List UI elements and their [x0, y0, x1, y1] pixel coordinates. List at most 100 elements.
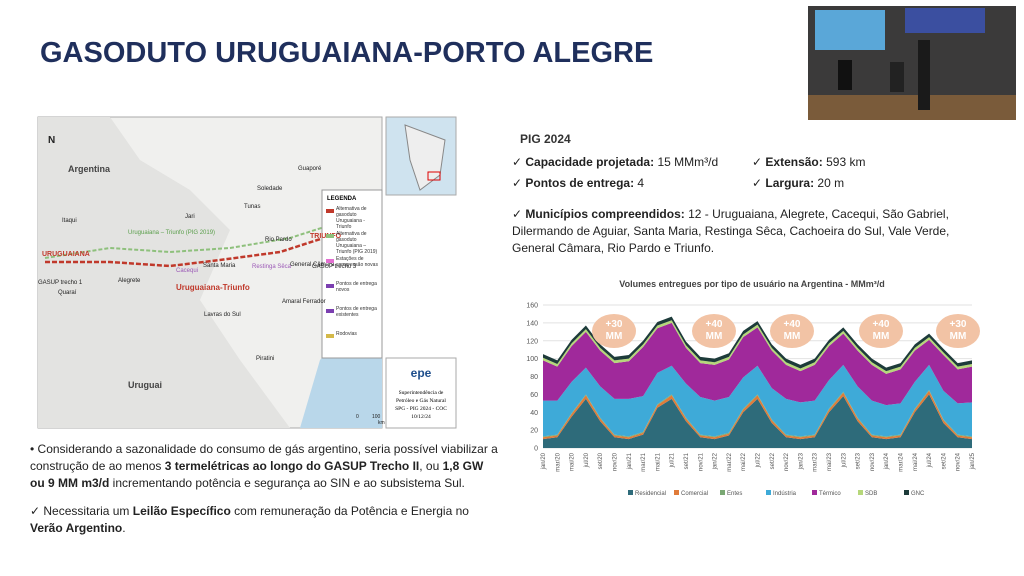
x-tick-label: jul/20 [584, 452, 590, 468]
map-label: Rio Pardo [265, 237, 292, 243]
text: com remuneração da Potência e Energia no [230, 504, 469, 518]
map-label: Santa Maria [203, 263, 236, 269]
text: . [122, 521, 126, 535]
legend-swatch [904, 490, 909, 495]
legend-item-box: Pontos de entrega novos [336, 281, 377, 293]
map-label: Jari [185, 214, 195, 220]
legend-label: GNC [911, 491, 925, 497]
x-tick-label: mar/24 [899, 452, 905, 471]
annotation: +40 MM [770, 314, 814, 348]
credit-line: 10/12/24 [411, 414, 431, 420]
text: 12 - Uruguaiana, Alegrete, Cacequi, São … [512, 207, 950, 255]
legend-item: Pontos de entrega novos [336, 281, 377, 293]
legend-item-box: Alternativa de gasoduto Uruguaiana – Tri… [336, 231, 377, 255]
y-tick-label: 140 [526, 320, 538, 327]
map-label: 0 [356, 414, 359, 420]
person [890, 62, 904, 92]
video-screen [905, 8, 985, 33]
bold-text: 1,8 GW ou 9 MM m3/d [30, 459, 484, 490]
legend-item: Rodovias [336, 331, 357, 337]
x-tick-label: jan/23 [798, 452, 804, 470]
map-label: N [48, 135, 55, 146]
person [918, 40, 930, 110]
annotation: +40 MM [859, 314, 903, 348]
legend-swatch [326, 284, 334, 288]
area [543, 364, 972, 437]
map-region [38, 117, 290, 428]
y-tick-label: 80 [530, 374, 538, 381]
area [543, 394, 972, 448]
map-label: Lavras do Sul [204, 312, 241, 318]
info-item: ✓ Capacidade projetada: 15 MMm³/d [512, 155, 719, 169]
y-tick-label: 160 [526, 303, 538, 310]
legend-label: Entes [727, 491, 742, 497]
x-tick-label: mar/22 [727, 452, 733, 471]
legend-label: Comercial [681, 491, 708, 497]
x-tick-label: mar/20 [555, 452, 561, 471]
logo: epe [411, 366, 432, 380]
bullet: • Considerando a sazonalidade do consumo… [30, 442, 498, 490]
legend-swatch [674, 490, 679, 495]
x-tick-label: mar/21 [641, 452, 647, 471]
map-label: Guaporé [298, 166, 322, 172]
text: 593 km [826, 155, 866, 169]
bold-text: Pontos de entrega: [525, 176, 635, 190]
text: incrementando potência e segurança ao SI… [109, 476, 465, 490]
locator-land [404, 124, 446, 191]
legend-item-box: Pontos de entrega existentes [336, 306, 377, 318]
map-label: Amaral Ferrador [282, 299, 326, 305]
x-tick-label: nov/22 [784, 452, 790, 471]
info-item: ✓ Pontos de entrega: 4 [512, 176, 645, 190]
legend-item: Alternativa de gasoduto Uruguaiana - Tri… [336, 206, 367, 230]
credits-box [385, 357, 457, 429]
x-tick-label: nov/23 [870, 452, 876, 471]
x-tick-label: mai/23 [827, 452, 833, 471]
map-label: Argentina [68, 164, 111, 174]
annotation: +30 MM [936, 314, 980, 348]
text: 20 m [817, 176, 845, 190]
area [543, 390, 972, 440]
legend-swatch [812, 490, 817, 495]
info-item: ✓ Extensão: 593 km [752, 155, 866, 169]
legend-swatch [326, 234, 334, 238]
y-tick-label: 100 [526, 356, 538, 363]
bullet: ✓ Necessitaria um Leilão Específico com … [30, 504, 469, 535]
text: , ou [419, 459, 443, 473]
x-tick-label: mai/20 [570, 452, 576, 471]
y-tick-label: 120 [526, 338, 538, 345]
legend-swatch [326, 209, 334, 213]
x-tick-label: set/21 [684, 452, 690, 469]
locator-box [427, 171, 441, 181]
annotation: +30 MM [592, 314, 636, 348]
map-label: URUGUAIANA [42, 251, 90, 258]
x-tick-label: jul/24 [927, 452, 933, 468]
map-label: Quaraí [58, 290, 77, 296]
legend-swatch [326, 259, 334, 263]
legend-swatch [326, 334, 334, 338]
annotation: +40 MM [692, 314, 736, 348]
text: Necessitaria um [43, 504, 133, 518]
map-label: km [378, 420, 385, 426]
map-label: Cacequi [176, 268, 198, 274]
x-tick-label: jul/22 [756, 452, 762, 468]
map-label: Soledade [257, 186, 283, 192]
credit-line: Petróleo e Gás Natural [396, 398, 446, 404]
x-tick-label: mar/23 [813, 452, 819, 471]
bold-text: Capacidade projetada: [525, 155, 655, 169]
legend-item-box: Rodovias [336, 331, 357, 337]
area [543, 322, 972, 406]
map-label: Tunas [244, 204, 260, 210]
legend-label: Residencial [635, 491, 666, 497]
legend-swatch [720, 490, 725, 495]
x-tick-label: nov/24 [956, 452, 962, 471]
video-screen [815, 10, 885, 50]
x-tick-label: jan/22 [713, 452, 719, 470]
municipios: ✓ Municípios compreendidos: 12 - Uruguai… [512, 207, 950, 255]
credit-line: SPG - PIG 2024 - COC [395, 406, 447, 412]
legend-label: Indústria [773, 491, 797, 497]
x-tick-label: nov/20 [613, 452, 619, 471]
y-tick-label: 60 [530, 392, 538, 399]
bold-text: 3 termelétricas ao longo do GASUP Trecho… [164, 459, 420, 473]
